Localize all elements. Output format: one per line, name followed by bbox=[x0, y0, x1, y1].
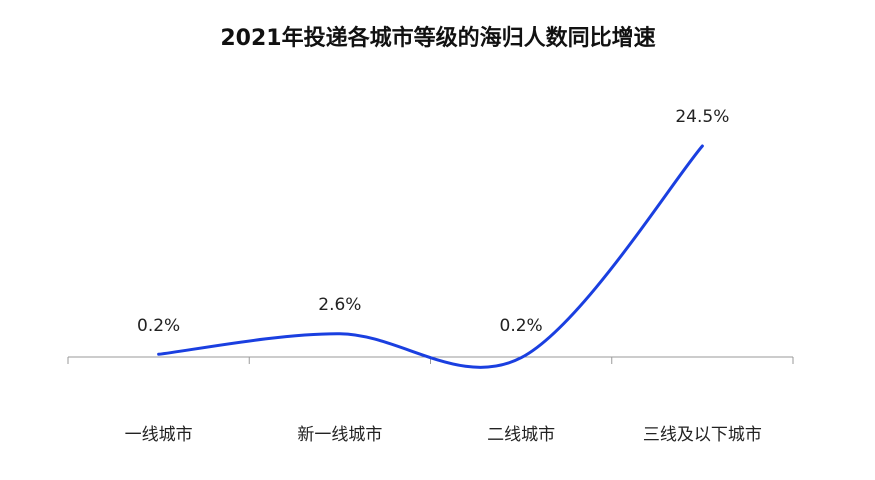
data-label: 0.2% bbox=[500, 316, 543, 336]
chart-title: 2021年投递各城市等级的海归人数同比增速 bbox=[220, 25, 655, 51]
data-labels-group: 0.2% 2.6% 0.2% 24.5% bbox=[137, 107, 729, 336]
data-label: 2.6% bbox=[318, 295, 361, 315]
x-axis-category-labels: 一线城市 新一线城市 二线城市 三线及以下城市 bbox=[125, 425, 762, 445]
x-tick-label: 二线城市 bbox=[487, 425, 555, 445]
data-label: 24.5% bbox=[675, 107, 729, 127]
x-tick-label: 一线城市 bbox=[125, 425, 193, 445]
series-line bbox=[157, 144, 704, 369]
x-tick-label: 三线及以下城市 bbox=[643, 425, 762, 445]
x-tick-label: 新一线城市 bbox=[297, 425, 382, 445]
data-label: 0.2% bbox=[137, 316, 180, 336]
series-group bbox=[157, 144, 704, 369]
